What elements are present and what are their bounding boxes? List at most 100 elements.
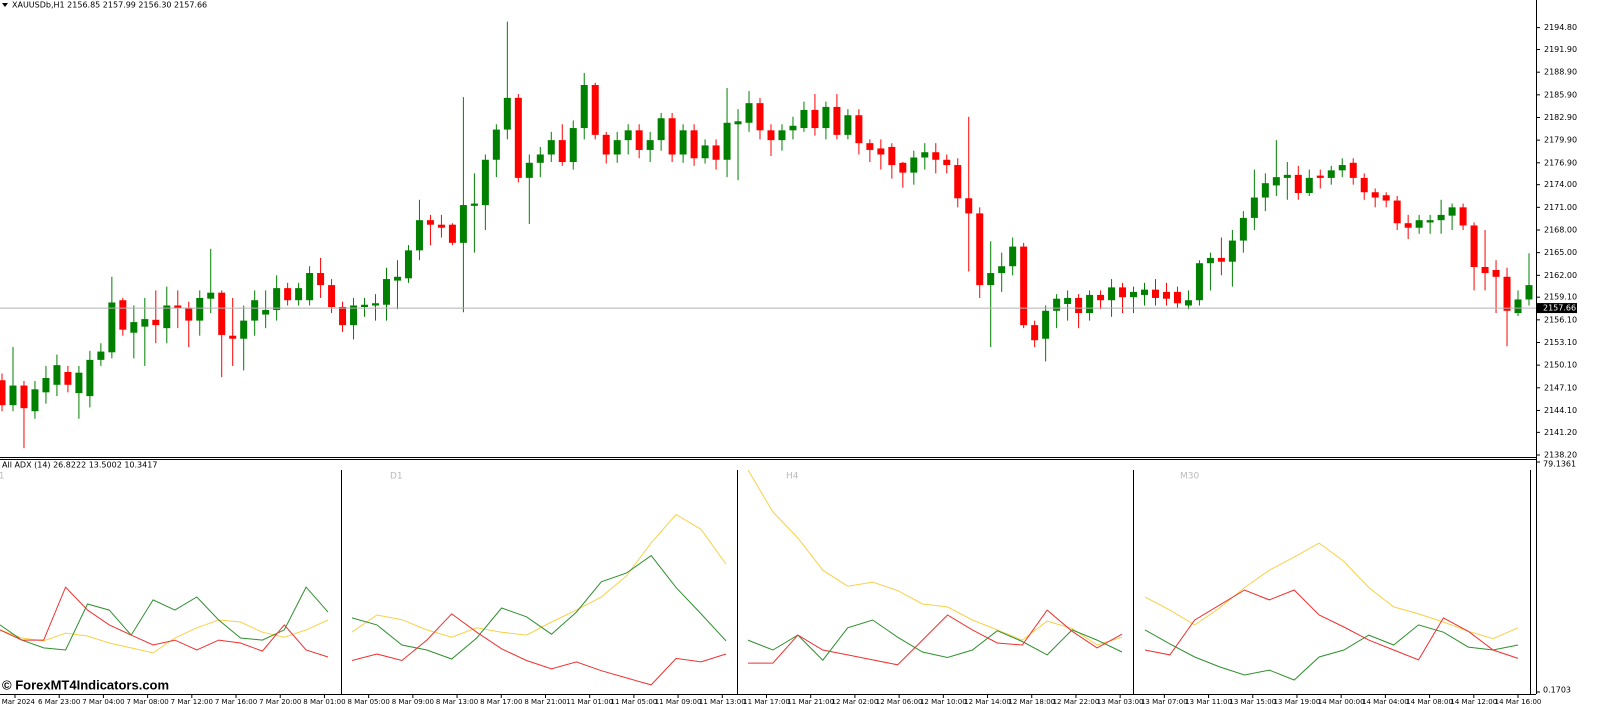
candle-body	[1316, 175, 1324, 178]
candle-body	[800, 109, 808, 129]
adx-line	[1144, 624, 1519, 681]
y-tick-label: 2176.90	[1544, 158, 1577, 167]
candle-body	[1360, 177, 1368, 193]
candle-body	[163, 305, 171, 329]
x-tick-label: 5 Mar 2024	[0, 698, 36, 706]
candle-body	[745, 103, 753, 123]
adx-line	[351, 513, 727, 638]
candle-body	[1239, 217, 1247, 241]
y-tick-label: 2182.90	[1544, 113, 1577, 122]
candle-body	[767, 130, 775, 141]
candle-body	[1130, 291, 1138, 298]
candle-body	[295, 288, 303, 301]
candle-body	[580, 85, 588, 129]
candle-body	[1075, 297, 1083, 314]
adx-line	[351, 613, 727, 686]
candle-body	[1250, 197, 1258, 218]
candle-body	[1283, 174, 1291, 178]
candle-body	[569, 128, 577, 163]
x-tick-label: 11 Mar 17:00	[743, 698, 790, 706]
candle-body	[679, 130, 687, 155]
x-tick-label: 12 Mar 02:00	[832, 698, 879, 706]
adx-line	[0, 586, 329, 658]
candle-body	[492, 129, 500, 160]
x-tick-label: 7 Mar 08:00	[126, 698, 168, 706]
candle-body	[1448, 207, 1456, 216]
x-tick-label: 12 Mar 10:00	[920, 698, 967, 706]
candle-body	[284, 288, 292, 301]
candle-body	[196, 297, 204, 321]
candle-body	[866, 143, 874, 150]
candle-body	[910, 157, 918, 173]
candle-body	[207, 292, 215, 299]
candle-body	[844, 115, 852, 135]
candle-body	[53, 365, 61, 385]
candle-body	[251, 300, 259, 321]
candle-body	[1162, 291, 1170, 299]
candle-body	[899, 162, 907, 173]
subpanel-label: D1	[390, 472, 403, 482]
candle-body	[668, 118, 676, 155]
x-tick-label: 11 Mar 01:00	[566, 698, 613, 706]
x-tick-label: 14 Mar 16:00	[1495, 698, 1542, 706]
x-tick-label: 12 Mar 06:00	[876, 698, 923, 706]
x-tick-label: 12 Mar 22:00	[1053, 698, 1100, 706]
candle-body	[1097, 294, 1105, 301]
adx-line	[351, 554, 727, 660]
x-tick-label: 8 Mar 05:00	[347, 698, 389, 706]
candle-body	[64, 371, 72, 385]
candle-body	[833, 106, 841, 135]
x-tick-label: 7 Mar 04:00	[82, 698, 124, 706]
candle-body	[317, 273, 325, 286]
candle-body	[1119, 287, 1127, 298]
x-tick-label: 12 Mar 14:00	[964, 698, 1011, 706]
candle-body	[690, 130, 698, 159]
candle-body	[1151, 289, 1159, 298]
candles	[0, 21, 1533, 449]
candle-body	[888, 146, 896, 166]
x-tick-label: 13 Mar 07:00	[1141, 698, 1188, 706]
candle-body	[119, 300, 127, 330]
candle-body	[470, 203, 478, 206]
y-tick-label: 2171.00	[1544, 203, 1577, 212]
candle-body	[1108, 287, 1116, 301]
candle-body	[657, 118, 665, 141]
candle-body	[240, 320, 248, 339]
candle-body	[613, 140, 621, 155]
candle-body	[1338, 165, 1346, 171]
candle-body	[547, 140, 555, 155]
candle-body	[75, 372, 83, 394]
candle-body	[789, 125, 797, 131]
candle-body	[1206, 257, 1214, 264]
x-tick-label: 13 Mar 03:00	[1097, 698, 1144, 706]
candle-body	[437, 224, 445, 228]
candle-body	[756, 103, 764, 131]
candle-body	[624, 130, 632, 141]
candle-body	[1086, 294, 1094, 314]
candle-body	[152, 319, 160, 326]
candle-body	[130, 322, 138, 333]
candle-body	[42, 377, 50, 393]
y-tick-label: 2138.20	[1544, 450, 1577, 459]
candle-body	[20, 385, 28, 409]
candle-body	[877, 148, 885, 155]
x-tick-label: 14 Mar 00:00	[1318, 698, 1365, 706]
candle-body	[1195, 263, 1203, 301]
candle-body	[976, 213, 984, 286]
candle-body	[943, 159, 951, 166]
x-tick-label: 11 Mar 05:00	[611, 698, 658, 706]
candle-body	[1053, 298, 1061, 311]
candle-body	[1217, 257, 1225, 262]
candle-body	[1294, 174, 1302, 193]
candle-body	[0, 380, 6, 406]
candle-body	[361, 304, 369, 308]
candle-body	[1042, 310, 1050, 339]
candle-body	[987, 273, 995, 286]
candle-body	[185, 307, 193, 321]
candle-body	[328, 285, 336, 308]
subpanel-label: H4	[786, 472, 799, 482]
candle-body	[1426, 220, 1434, 223]
candle-body	[811, 109, 819, 129]
